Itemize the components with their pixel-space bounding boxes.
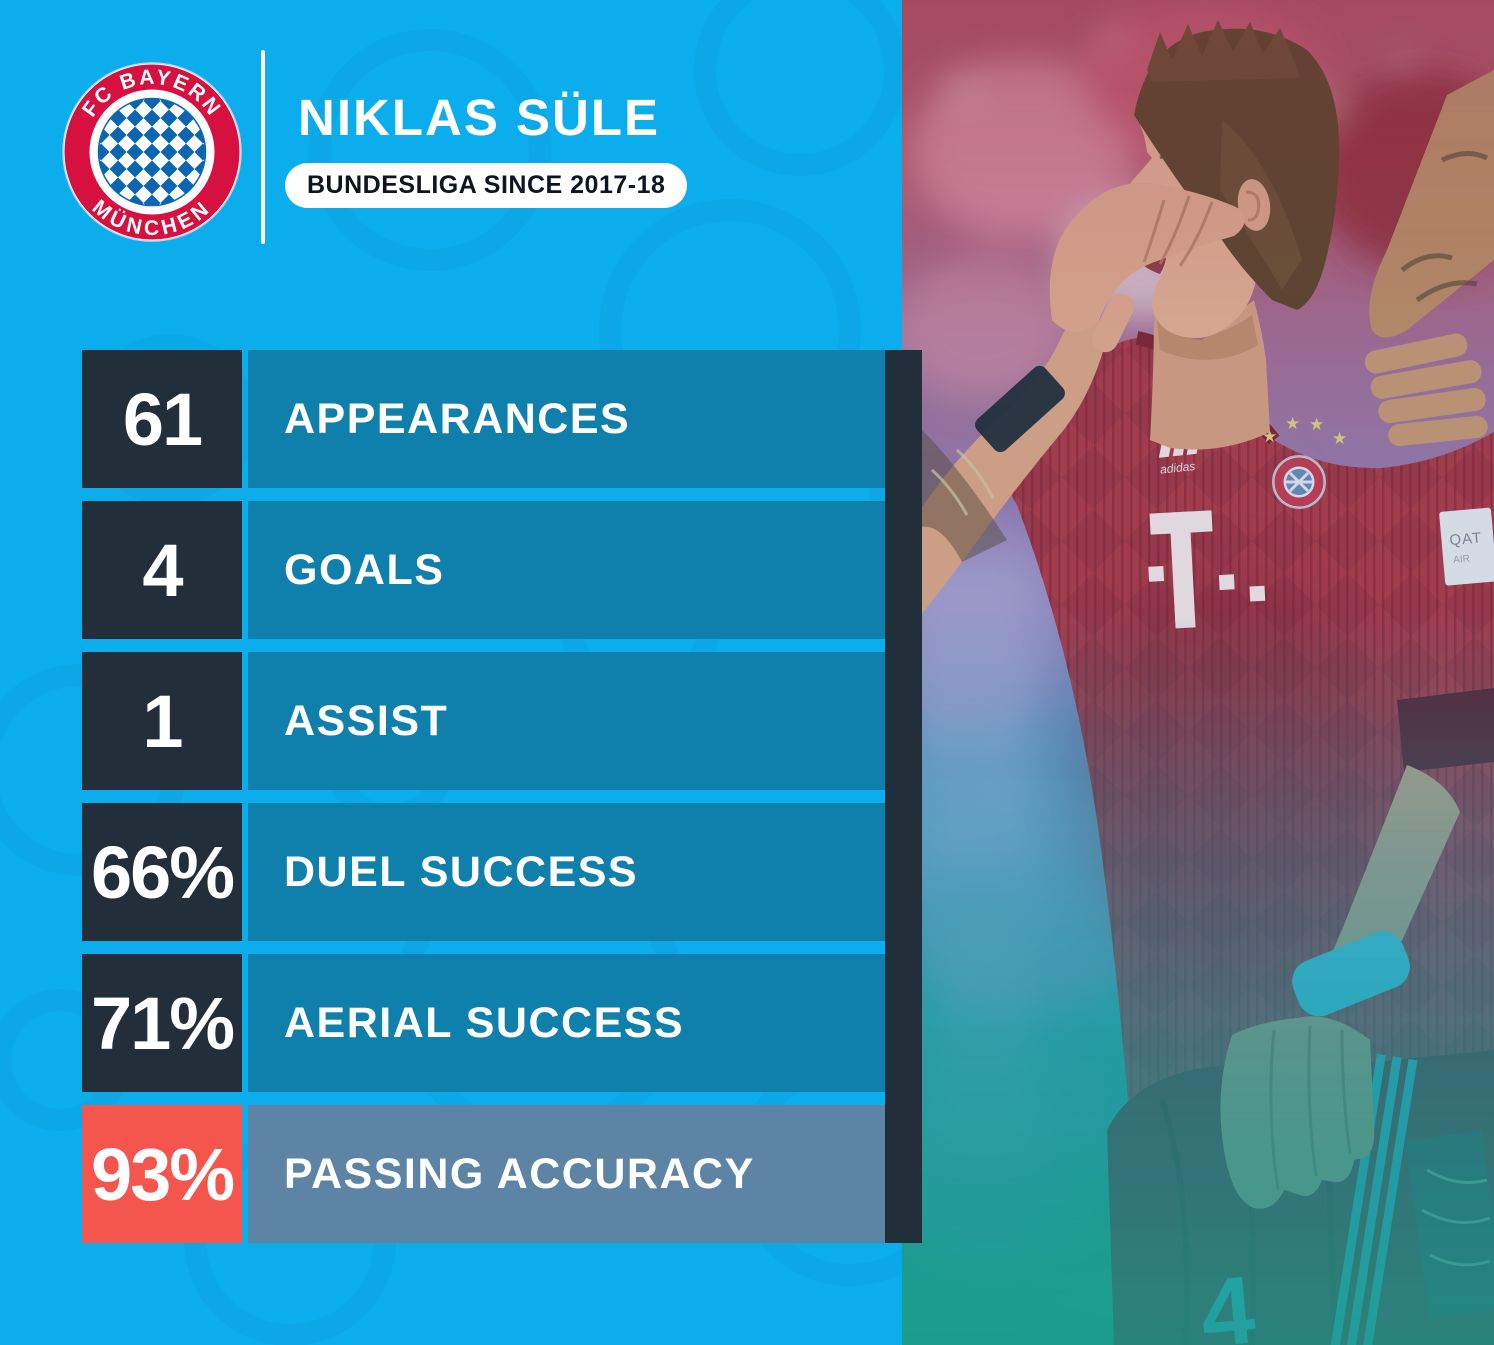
stat-row-passing-accuracy: 93% PASSING ACCURACY (82, 1105, 885, 1243)
header-divider (261, 50, 265, 244)
stats-side-strip (885, 350, 922, 1243)
player-name-title: NIKLAS SÜLE (298, 89, 661, 146)
stat-value-box: 61 (82, 350, 242, 488)
fc-bayern-logo: FC BAYERN MÜNCHEN (62, 62, 242, 242)
stat-row-goals: 4 GOALS (82, 501, 885, 639)
stat-value-box: 1 (82, 652, 242, 790)
player-photo: adidas ★★★★ QAT AIR (902, 0, 1494, 1345)
stat-value-box: 66% (82, 803, 242, 941)
stat-label-bar: APPEARANCES (248, 350, 885, 488)
stat-value-box: 71% (82, 954, 242, 1092)
stat-value-box: 93% (82, 1105, 242, 1243)
stat-label-bar: PASSING ACCURACY (248, 1105, 885, 1243)
stat-row-aerial-success: 71% AERIAL SUCCESS (82, 954, 885, 1092)
subtitle-badge: BUNDESLIGA SINCE 2017-18 (285, 163, 688, 208)
stat-row-duel-success: 66% DUEL SUCCESS (82, 803, 885, 941)
stats-panel: 61 APPEARANCES 4 GOALS 1 ASSIST 66% DUEL… (82, 350, 922, 1243)
stat-value-box: 4 (82, 501, 242, 639)
stat-label-bar: AERIAL SUCCESS (248, 954, 885, 1092)
stat-label-bar: ASSIST (248, 652, 885, 790)
stat-label-bar: DUEL SUCCESS (248, 803, 885, 941)
stat-label-bar: GOALS (248, 501, 885, 639)
stat-row-appearances: 61 APPEARANCES (82, 350, 885, 488)
stat-row-assist: 1 ASSIST (82, 652, 885, 790)
